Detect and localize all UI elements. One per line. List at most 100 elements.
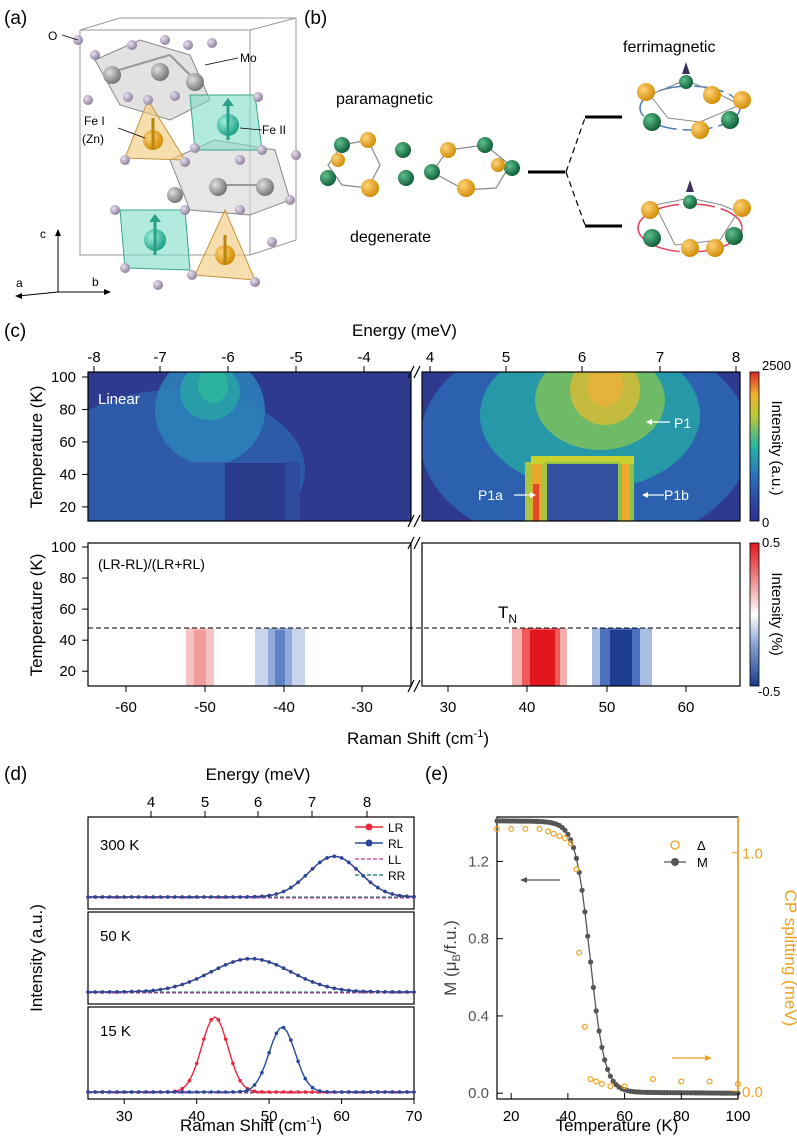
series-LR-point — [223, 1037, 228, 1041]
series-RL-point — [180, 895, 184, 899]
panel-b: (b) paramagnetic degenerate ferrimagneti… — [304, 8, 751, 257]
series-M-point — [571, 845, 577, 851]
spectrum-frame-15K — [87, 1006, 415, 1100]
series-RL-point — [136, 1090, 141, 1094]
tick-label-energy-right: 6 — [578, 349, 586, 366]
series-RL-point — [361, 1090, 366, 1094]
series-RL-line — [88, 855, 415, 898]
series-RL-point — [383, 889, 387, 894]
tick-label-energy-d: 5 — [201, 794, 209, 811]
tick-label-temp-top: 80 — [59, 401, 76, 418]
legend-delta: Δ — [697, 838, 706, 853]
series-M-point — [590, 984, 597, 991]
colorbar-cp-min: -0.5 — [758, 684, 780, 699]
series-RL-point — [274, 892, 279, 896]
series-RL-point — [397, 1090, 402, 1094]
series-RL-point — [187, 980, 192, 984]
series-RL-point — [223, 895, 228, 899]
series-RL-point — [187, 895, 192, 899]
peak-p1a-annotation: P1a — [478, 487, 536, 503]
series-RL-point — [289, 970, 293, 974]
series-RL-point — [122, 895, 126, 899]
tick-label-energy-left: -7 — [153, 349, 166, 366]
series-RL-point — [231, 895, 235, 899]
series-RL-point — [86, 1090, 90, 1094]
series-RL-point — [347, 988, 351, 993]
tick-label-raman-left: -30 — [351, 699, 373, 716]
series-delta-point — [508, 825, 515, 832]
series-RL-point — [223, 963, 228, 967]
series-LR-point — [202, 1037, 206, 1041]
series-RL-point — [339, 856, 344, 860]
label-ferrimagnetic: ferrimagnetic — [623, 39, 715, 56]
series-LR-point — [267, 1090, 271, 1094]
crystal-structure — [73, 17, 301, 290]
tick-label-raman-right: 50 — [599, 699, 616, 716]
series-RL-point — [136, 895, 141, 899]
series-RL-point — [281, 966, 286, 970]
panel-d-label: (d) — [4, 764, 27, 785]
series-RL-point — [180, 982, 184, 987]
series-M-point — [610, 1078, 616, 1084]
series-RL-point — [339, 987, 344, 992]
series-RL-point — [332, 1090, 337, 1094]
colorbar-cp-max: 0.5 — [762, 535, 780, 550]
series-RL-point — [267, 893, 271, 898]
series-RL-point — [165, 986, 170, 991]
series-LR-point — [289, 1090, 293, 1094]
series-LR-point — [231, 1061, 235, 1066]
series-RL-point — [274, 1031, 279, 1036]
series-delta-point — [494, 825, 501, 832]
axis-b: b — [92, 275, 99, 289]
series-RL-point — [100, 895, 105, 899]
tick-label-energy-right: 5 — [502, 349, 510, 366]
tick-label-temp-bottom: 100 — [51, 539, 76, 556]
series-RL-point — [209, 1090, 213, 1094]
series-RL-point — [412, 990, 416, 994]
series-RL-point — [303, 977, 308, 981]
series-RL-point — [93, 895, 97, 899]
series-RL-point — [281, 889, 286, 894]
tick-label-energy-left: -6 — [221, 349, 234, 366]
series-RL-point — [93, 990, 97, 994]
series-RL-point — [238, 958, 242, 962]
svg-text:P1b: P1b — [664, 487, 689, 503]
tick-label-temp-top: 100 — [51, 369, 76, 386]
series-RL-point — [296, 973, 300, 978]
series-LR-point — [209, 1018, 213, 1022]
temp-label-50K: 50 K — [100, 928, 131, 945]
series-delta-point — [573, 866, 580, 873]
spectrum-frame-300K — [87, 816, 415, 910]
series-M-point — [605, 1066, 611, 1072]
series-delta-point — [587, 1076, 594, 1083]
heatmap-cp-left-features — [186, 628, 305, 686]
label-degenerate: degenerate — [350, 229, 431, 246]
colorbar-linear-label: Intensity (a.u.) — [768, 400, 785, 495]
intensity-label-d: Intensity (a.u.) — [27, 904, 46, 1012]
series-RL-point — [107, 895, 112, 899]
colorbar-linear-min: 0 — [762, 515, 769, 530]
panel-e-label: (e) — [425, 764, 448, 785]
series-RL-point — [93, 1090, 97, 1094]
series-LR-point — [238, 1078, 242, 1083]
heatmap-linear-right-features — [422, 372, 740, 521]
series-LR-point — [252, 1089, 257, 1094]
tick-label-M-e: 0.8 — [468, 931, 489, 948]
series-RL-point — [310, 867, 315, 871]
tick-label-energy-right: 7 — [656, 349, 664, 366]
series-RL-point — [202, 895, 206, 899]
series-RL-point — [238, 1089, 242, 1094]
series-M-point — [593, 1008, 599, 1014]
series-RL-point — [122, 1090, 126, 1094]
series-RL-point — [289, 1038, 293, 1042]
tick-label-energy-d: 4 — [147, 794, 155, 811]
series-RL-point — [405, 894, 409, 899]
series-RL-point — [361, 989, 366, 994]
series-RL-point — [274, 963, 279, 967]
series-LR-line — [88, 957, 414, 993]
series-RL-point — [267, 1050, 271, 1055]
series-RL-point — [136, 989, 141, 994]
tick-label-energy-d: 7 — [308, 794, 316, 811]
axis-triad: c b a — [15, 227, 111, 299]
series-LR-point — [303, 1090, 308, 1094]
